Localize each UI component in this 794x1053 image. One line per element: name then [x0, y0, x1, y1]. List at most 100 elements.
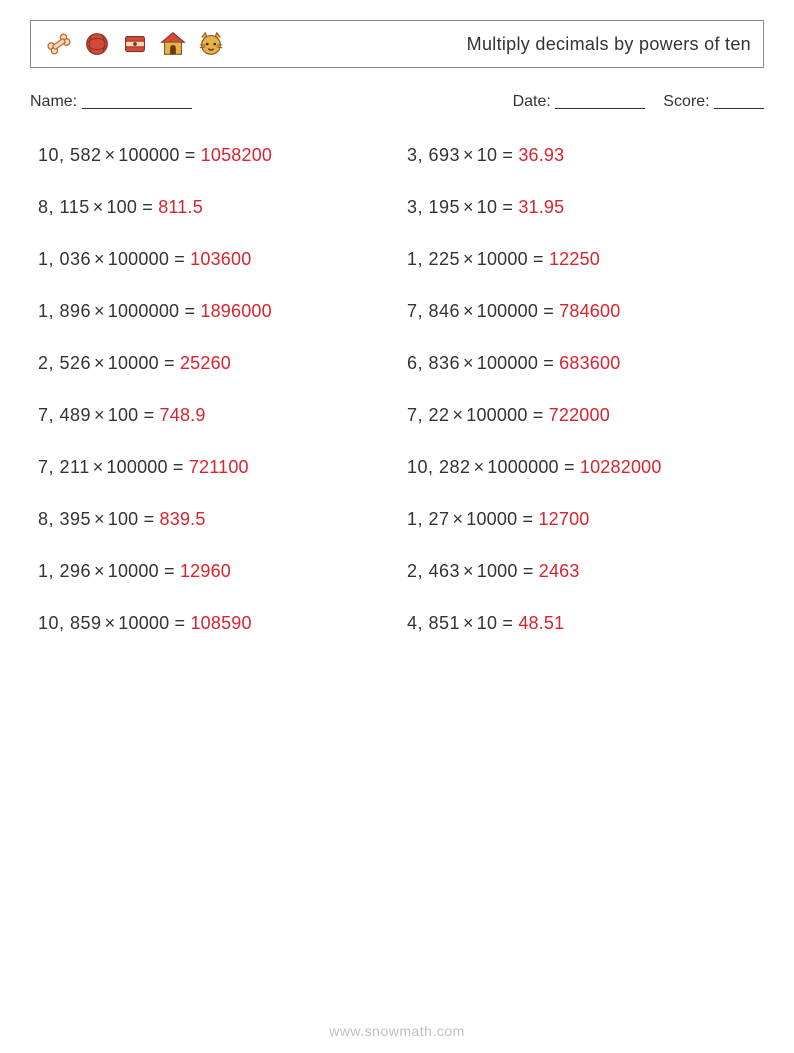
times-symbol: ×: [91, 301, 108, 321]
answer: 683600: [559, 353, 620, 373]
operand-a: 1, 27: [407, 509, 450, 529]
operand-a: 1, 296: [38, 561, 91, 581]
problem-right-7: 1, 27×10000 = 12700: [407, 509, 756, 530]
equals-symbol: =: [502, 197, 513, 217]
times-symbol: ×: [460, 613, 477, 633]
answer: 722000: [549, 405, 610, 425]
times-symbol: ×: [450, 509, 467, 529]
times-symbol: ×: [91, 249, 108, 269]
equals-symbol: =: [543, 353, 554, 373]
operand-a: 1, 225: [407, 249, 460, 269]
date-blank[interactable]: [555, 93, 645, 109]
times-symbol: ×: [90, 457, 107, 477]
problem-right-5: 7, 22×100000 = 722000: [407, 405, 756, 426]
problem-right-4: 6, 836×100000 = 683600: [407, 353, 756, 374]
problem-right-0: 3, 693×10 = 36.93: [407, 145, 756, 166]
problem-left-0: 10, 582×100000 = 1058200: [38, 145, 387, 166]
problem-left-5: 7, 489×100 = 748.9: [38, 405, 387, 426]
answer: 12250: [549, 249, 600, 269]
times-symbol: ×: [471, 457, 488, 477]
header-icons: [43, 28, 227, 60]
operand-b: 10000: [118, 613, 169, 633]
times-symbol: ×: [91, 405, 108, 425]
times-symbol: ×: [102, 613, 119, 633]
times-symbol: ×: [102, 145, 119, 165]
operand-b: 10: [477, 145, 497, 165]
operand-a: 10, 859: [38, 613, 102, 633]
problem-right-3: 7, 846×100000 = 784600: [407, 301, 756, 322]
operand-a: 2, 463: [407, 561, 460, 581]
equals-symbol: =: [184, 301, 195, 321]
equals-symbol: =: [144, 405, 155, 425]
equals-symbol: =: [175, 613, 186, 633]
answer: 12960: [180, 561, 231, 581]
equals-symbol: =: [523, 561, 534, 581]
answer: 103600: [190, 249, 251, 269]
operand-a: 1, 036: [38, 249, 91, 269]
operand-a: 1, 896: [38, 301, 91, 321]
equals-symbol: =: [173, 457, 184, 477]
name-field: Name:: [30, 90, 513, 111]
answer: 25260: [180, 353, 231, 373]
operand-b: 1000000: [487, 457, 558, 477]
operand-b: 100: [106, 197, 137, 217]
operand-b: 10000: [108, 353, 159, 373]
score-blank[interactable]: [714, 93, 764, 109]
operand-b: 100000: [118, 145, 179, 165]
times-symbol: ×: [91, 353, 108, 373]
meta-row: Name: Date: Score:: [30, 90, 764, 111]
operand-b: 10: [477, 613, 497, 633]
operand-b: 100000: [466, 405, 527, 425]
pet-food-icon: [119, 28, 151, 60]
answer: 839.5: [160, 509, 206, 529]
answer: 2463: [539, 561, 580, 581]
operand-b: 100000: [108, 249, 169, 269]
answer: 36.93: [518, 145, 564, 165]
operand-a: 8, 395: [38, 509, 91, 529]
footer-watermark: www.snowmath.com: [0, 1023, 794, 1039]
answer: 1058200: [201, 145, 272, 165]
operand-b: 100: [108, 405, 139, 425]
problem-left-4: 2, 526×10000 = 25260: [38, 353, 387, 374]
times-symbol: ×: [460, 353, 477, 373]
equals-symbol: =: [533, 405, 544, 425]
times-symbol: ×: [460, 145, 477, 165]
operand-a: 7, 489: [38, 405, 91, 425]
answer: 12700: [538, 509, 589, 529]
answer: 108590: [190, 613, 251, 633]
equals-symbol: =: [502, 145, 513, 165]
operand-a: 6, 836: [407, 353, 460, 373]
problem-left-8: 1, 296×10000 = 12960: [38, 561, 387, 582]
times-symbol: ×: [450, 405, 467, 425]
name-label: Name:: [30, 93, 77, 110]
score-field: Score:: [663, 90, 764, 111]
operand-b: 10000: [477, 249, 528, 269]
answer: 48.51: [518, 613, 564, 633]
operand-a: 7, 211: [38, 457, 90, 477]
worksheet-title: Multiply decimals by powers of ten: [467, 34, 751, 55]
bone-icon: [43, 28, 75, 60]
operand-b: 100000: [477, 353, 538, 373]
operand-b: 100000: [106, 457, 167, 477]
equals-symbol: =: [142, 197, 153, 217]
name-blank[interactable]: [82, 93, 192, 109]
times-symbol: ×: [460, 561, 477, 581]
header-box: Multiply decimals by powers of ten: [30, 20, 764, 68]
operand-b: 100000: [477, 301, 538, 321]
equals-symbol: =: [185, 145, 196, 165]
problem-left-9: 10, 859×10000 = 108590: [38, 613, 387, 634]
times-symbol: ×: [91, 509, 108, 529]
times-symbol: ×: [91, 561, 108, 581]
operand-b: 10000: [108, 561, 159, 581]
equals-symbol: =: [502, 613, 513, 633]
cat-face-icon: [195, 28, 227, 60]
operand-a: 2, 526: [38, 353, 91, 373]
operand-b: 10000: [466, 509, 517, 529]
problem-right-8: 2, 463×1000 = 2463: [407, 561, 756, 582]
operand-b: 1000000: [108, 301, 179, 321]
operand-a: 7, 22: [407, 405, 450, 425]
equals-symbol: =: [164, 561, 175, 581]
operand-a: 3, 195: [407, 197, 460, 217]
answer: 784600: [559, 301, 620, 321]
answer: 721100: [189, 457, 249, 477]
